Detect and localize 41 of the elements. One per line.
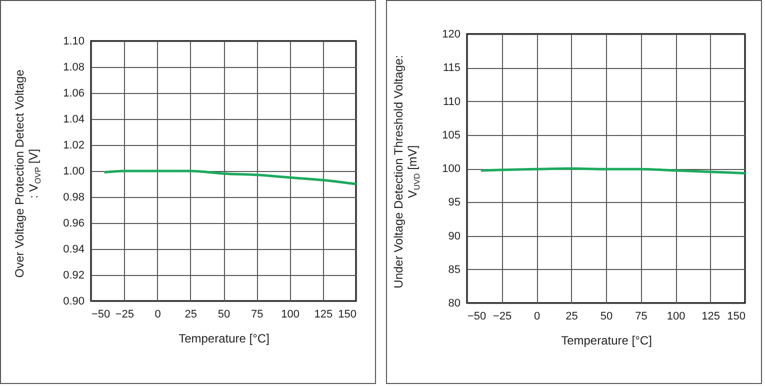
x-axis-title: Temperature [°C] xyxy=(561,334,652,348)
y-tick-label: 85 xyxy=(448,264,460,276)
x-tick-label: 125 xyxy=(702,310,720,322)
y-tick-label: 0.96 xyxy=(63,218,84,230)
y-tick-label: 1.04 xyxy=(63,114,84,126)
y-tick-label: 1.00 xyxy=(63,166,84,178)
x-tick-label: −25 xyxy=(492,310,512,322)
y-tick-label: 80 xyxy=(448,298,460,310)
x-tick-label: 50 xyxy=(218,308,230,320)
x-tick-label: 100 xyxy=(281,308,300,320)
x-tick-label: 25 xyxy=(566,310,578,322)
x-tick-label: 100 xyxy=(666,310,686,322)
y-tick-label: 0.90 xyxy=(63,296,84,308)
y-tick-label: 110 xyxy=(442,96,460,108)
y-tick-label: 90 xyxy=(448,230,460,242)
x-tick-label: 150 xyxy=(338,308,356,320)
y-tick-label: 0.98 xyxy=(63,192,84,204)
x-tick-label: 25 xyxy=(184,308,197,320)
y-tick-label: 0.94 xyxy=(63,244,84,256)
y-tick-label: 100 xyxy=(442,163,460,175)
y-tick-label: 1.02 xyxy=(63,140,84,152)
line-series xyxy=(103,170,358,186)
y-tick-label: 105 xyxy=(442,129,460,142)
y-tick-label: 0.92 xyxy=(63,270,84,282)
y-tick-label: 1.10 xyxy=(63,36,84,48)
y-tick-label: 115 xyxy=(442,62,460,74)
x-tick-label: −25 xyxy=(115,308,134,320)
y-tick-label: 1.06 xyxy=(63,88,84,100)
x-tick-label: 150 xyxy=(727,310,746,322)
x-tick-label: 50 xyxy=(600,310,613,322)
x-tick-label: 0 xyxy=(534,310,540,322)
x-tick-label: 0 xyxy=(154,308,161,320)
x-tick-label: 75 xyxy=(251,308,264,320)
x-tick-label: 75 xyxy=(635,310,648,322)
y-tick-label: 120 xyxy=(442,28,460,40)
y-tick-label: 1.08 xyxy=(63,62,84,74)
x-tick-label: 125 xyxy=(314,308,333,320)
x-axis-title: Temperature [°C] xyxy=(178,332,270,346)
x-tick-label: −50 xyxy=(468,310,486,322)
x-tick-label: −50 xyxy=(92,308,110,320)
y-tick-label: 95 xyxy=(448,196,460,209)
